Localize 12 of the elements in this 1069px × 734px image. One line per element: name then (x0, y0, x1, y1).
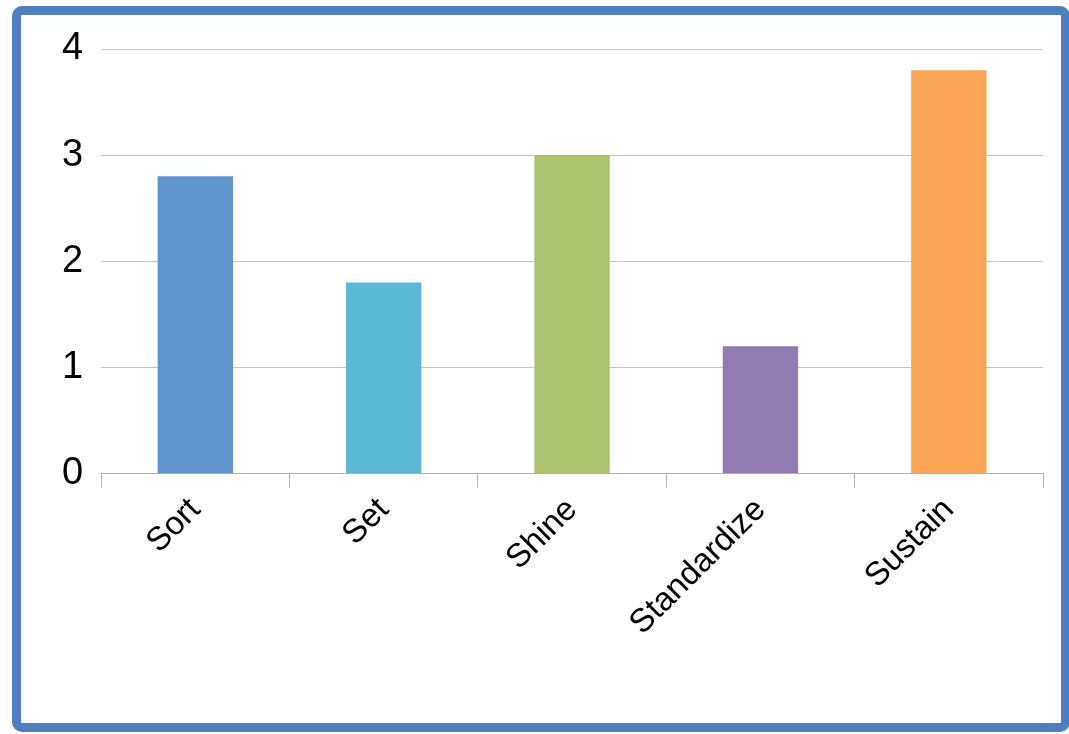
y-tick-label: 0 (61, 449, 84, 492)
y-tick-label: 3 (61, 131, 84, 174)
y-tick-label: 4 (61, 25, 84, 68)
x-tick-label: Sort (137, 489, 207, 559)
y-tick-label: 1 (61, 343, 84, 386)
x-tick-label: Set (333, 489, 396, 551)
y-tick-label: 2 (61, 237, 84, 280)
bar (722, 346, 799, 473)
bar (534, 155, 610, 473)
bar (157, 176, 233, 473)
bar (911, 70, 987, 473)
bar (346, 282, 422, 473)
